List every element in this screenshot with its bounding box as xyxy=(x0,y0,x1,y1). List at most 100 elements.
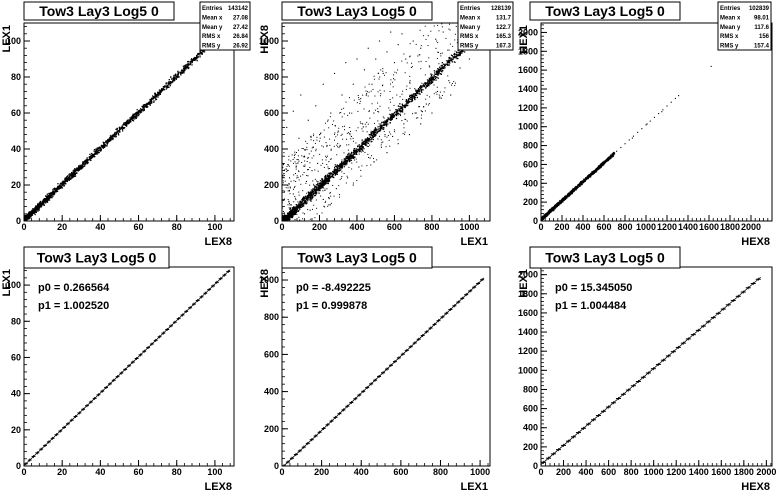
scatter-point xyxy=(430,82,433,85)
scatter-point xyxy=(308,193,310,195)
outlier-point xyxy=(326,144,328,146)
scatter-point xyxy=(72,175,74,178)
scatter-point xyxy=(96,148,98,150)
background-point xyxy=(441,23,443,25)
background-point xyxy=(296,207,298,209)
background-point xyxy=(288,155,290,157)
scatter-point xyxy=(395,112,397,114)
background-point xyxy=(415,117,417,119)
scatter-point xyxy=(60,186,63,188)
scatter-point xyxy=(292,213,295,216)
scatter-point xyxy=(424,84,427,86)
background-point xyxy=(437,51,439,53)
background-point xyxy=(288,190,290,192)
scatter-point xyxy=(414,98,416,100)
background-point xyxy=(433,84,435,86)
scatter-point xyxy=(415,94,418,97)
scatter-point xyxy=(420,86,422,89)
scatter-point xyxy=(197,53,199,56)
scatter-point xyxy=(289,211,291,213)
scatter-point xyxy=(29,215,32,218)
y-tick-label: 800 xyxy=(523,141,538,151)
scatter-point xyxy=(44,202,47,204)
scatter-point xyxy=(374,133,376,135)
outlier-point xyxy=(347,177,349,179)
scatter-point xyxy=(437,68,439,70)
scatter-point xyxy=(74,168,76,170)
scatter-point xyxy=(299,208,301,210)
scatter-point xyxy=(362,143,365,145)
scatter-point xyxy=(378,130,380,132)
scatter-point xyxy=(439,73,442,75)
scatter-point xyxy=(441,67,443,69)
background-point xyxy=(309,167,311,169)
background-point xyxy=(399,105,401,107)
scatter-point xyxy=(137,111,139,113)
x-tick-label: 1000 xyxy=(636,222,656,232)
scatter-point xyxy=(24,218,26,220)
outlier-point xyxy=(288,177,291,179)
background-point xyxy=(417,55,419,57)
scatter-point xyxy=(141,109,143,112)
background-point xyxy=(304,201,306,203)
scatter-point xyxy=(156,94,158,96)
background-point xyxy=(377,110,379,112)
scatter-point xyxy=(29,212,32,214)
scatter-point xyxy=(418,93,420,95)
scatter-point xyxy=(334,173,337,176)
scatter-point xyxy=(126,123,128,125)
background-point xyxy=(343,113,345,115)
background-point xyxy=(317,189,319,191)
scatter-point xyxy=(110,136,112,139)
scatter-point xyxy=(392,114,395,117)
scatter-point xyxy=(286,216,288,218)
scatter-point xyxy=(119,128,121,130)
background-point xyxy=(364,140,366,142)
background-point xyxy=(435,47,437,49)
scatter-point xyxy=(59,186,61,188)
outlier-point xyxy=(401,33,403,35)
background-point xyxy=(309,162,311,164)
scatter-point xyxy=(393,111,396,114)
scatter-point xyxy=(109,140,111,142)
background-point xyxy=(287,187,289,189)
background-point xyxy=(441,95,443,97)
scatter-point xyxy=(363,141,365,143)
scatter-point xyxy=(380,123,382,125)
y-tick-label: 60 xyxy=(11,108,21,118)
background-point xyxy=(392,86,394,88)
background-point xyxy=(389,99,391,101)
scatter-point xyxy=(58,186,60,188)
scatter-point xyxy=(187,62,189,65)
scatter-point xyxy=(34,209,37,211)
background-point xyxy=(311,147,313,149)
scatter-point xyxy=(305,203,307,205)
scatter-point xyxy=(162,87,164,89)
scatter-point xyxy=(136,111,138,113)
scatter-point xyxy=(300,201,302,203)
scatter-point xyxy=(93,153,96,155)
background-point xyxy=(353,140,355,142)
scatter-point xyxy=(341,165,343,167)
scatter-point xyxy=(169,82,171,85)
background-point xyxy=(286,165,288,167)
y-tick-label: 0 xyxy=(274,216,279,226)
scatter-point xyxy=(421,91,423,93)
background-point xyxy=(348,166,350,168)
background-point xyxy=(395,72,397,74)
scatter-point xyxy=(289,212,292,214)
scatter-point xyxy=(319,180,322,182)
background-point xyxy=(390,79,392,81)
scatter-point xyxy=(321,180,323,182)
scatter-point xyxy=(379,128,381,130)
background-point xyxy=(385,146,387,148)
background-point xyxy=(309,218,311,220)
background-point xyxy=(380,139,382,141)
background-point xyxy=(319,137,321,139)
background-point xyxy=(282,166,283,168)
background-point xyxy=(362,130,364,132)
scatter-point xyxy=(164,85,166,87)
background-point xyxy=(298,216,300,218)
background-point xyxy=(294,195,296,197)
scatter-point xyxy=(70,174,72,176)
